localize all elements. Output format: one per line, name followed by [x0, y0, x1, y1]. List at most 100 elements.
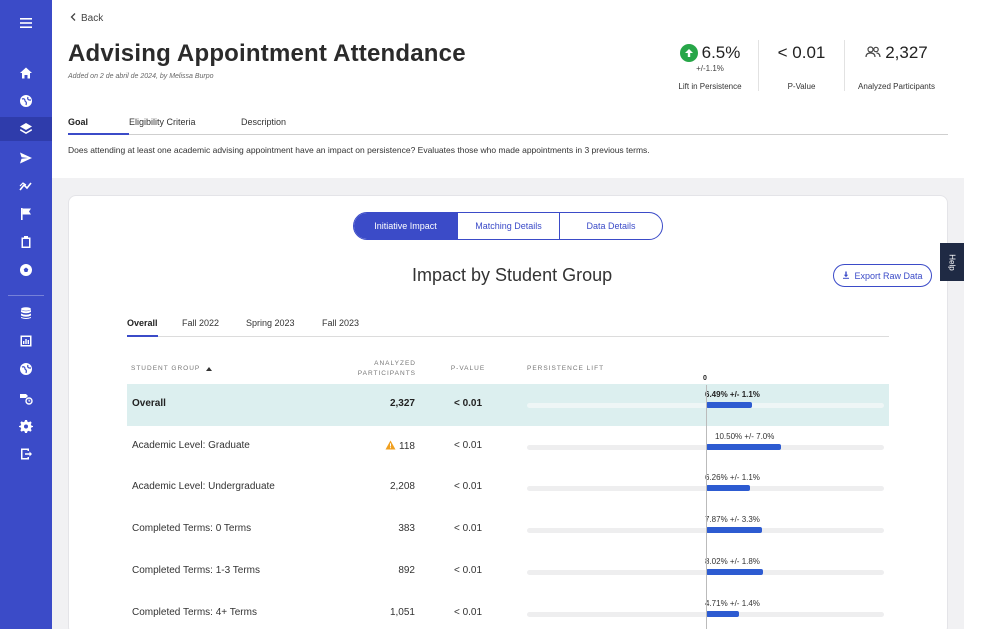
participants-header: Analyzed Participants — [357, 360, 416, 377]
page-subtitle: Added on 2 de abril de 2024, by Melissa … — [68, 73, 214, 80]
student-group-cell: Academic Level: Undergraduate — [132, 481, 275, 493]
table-row[interactable]: Academic Level: Undergraduate 2,208 < 0.01… — [127, 467, 889, 509]
table-row[interactable]: Completed Terms: 0 Terms 383 < 0.01 7.87% +… — [127, 509, 889, 551]
pvalue-cell: < 0.01 — [453, 398, 483, 409]
participants-cell: 383 — [398, 523, 415, 534]
participants-cell: 118 — [385, 440, 415, 453]
student-group-cell: Academic Level: Graduate — [132, 439, 250, 451]
trend-icon[interactable] — [0, 174, 52, 198]
sort-ascending-icon — [206, 367, 213, 371]
detail-tabs: Goal Eligibility Criteria Description — [68, 114, 948, 135]
lift-stat: 6.5% +/-1.1% Lift in Persistence — [662, 40, 758, 91]
lift-label: 8.02% +/- 1.8% — [705, 556, 760, 566]
term-tab-fall-2022[interactable]: Fall 2022 — [182, 318, 220, 328]
logout-icon[interactable] — [0, 442, 52, 466]
term-tabs: Overall Fall 2022 Spring 2023 Fall 2023 — [127, 316, 889, 337]
participants-value: 892 — [398, 564, 415, 576]
globe-icon[interactable] — [0, 89, 52, 113]
menu-icon[interactable] — [0, 11, 52, 35]
initiative-impact-button[interactable]: Initiative Impact — [354, 213, 457, 239]
help-label: Help — [947, 253, 957, 271]
pvalue-cell: < 0.01 — [453, 564, 483, 576]
table-row[interactable]: Completed Terms: 4+ Terms 1,051 < 0.01 4.71… — [127, 593, 889, 629]
student-group-cell: Completed Terms: 1-3 Terms — [132, 564, 261, 576]
export-label: Export Raw Data — [854, 270, 923, 281]
lift-bar — [706, 443, 781, 450]
people-icon — [865, 43, 881, 63]
chevron-left-icon — [70, 13, 76, 24]
flag-icon[interactable] — [0, 202, 52, 226]
participants-stat: 2,327 Analyzed Participants — [844, 40, 948, 91]
chart-box-icon[interactable] — [0, 329, 52, 353]
lift-label: 7.87% +/- 3.3% — [705, 515, 760, 525]
lift-track — [527, 528, 884, 534]
persistence-lift-header: Persistence Lift — [527, 365, 605, 372]
lift-label: 6.49% +/- 1.1% — [705, 390, 760, 399]
lift-track — [527, 444, 884, 450]
pvalue-cell: < 0.01 — [453, 481, 483, 493]
lift-bar — [706, 485, 751, 492]
participants-value: 2,208 — [389, 481, 415, 493]
lift-track — [527, 486, 884, 492]
warning-icon[interactable] — [385, 440, 396, 453]
table-row[interactable]: Completed Terms: 1-3 Terms 892 < 0.01 8.02%… — [127, 551, 889, 593]
page-title: Advising Appointment Attendance — [68, 40, 466, 67]
tab-eligibility-criteria[interactable]: Eligibility Criteria — [129, 117, 196, 127]
back-label: Back — [81, 13, 104, 24]
pvalue-header: P-Value — [450, 365, 486, 372]
export-raw-data-button[interactable]: Export Raw Data — [833, 264, 932, 287]
participants-value: 118 — [399, 440, 415, 452]
lift-label: 6.26% +/- 1.1% — [705, 473, 760, 483]
pvalue-cell: < 0.01 — [453, 606, 483, 618]
send-icon[interactable] — [0, 146, 52, 170]
participants-cell: 2,208 — [390, 481, 415, 492]
participants-cell: 892 — [398, 565, 415, 576]
participants-value: 2,327 — [389, 398, 415, 409]
lift-track — [527, 611, 884, 617]
table-row[interactable]: Academic Level: Graduate 118 < 0.01 10.50% … — [127, 426, 889, 468]
term-tab-spring-2023[interactable]: Spring 2023 — [246, 318, 295, 328]
download-icon — [842, 271, 850, 281]
layers-icon[interactable] — [0, 117, 52, 141]
student-group-header[interactable]: Student Group — [131, 364, 213, 374]
pvalue-stat: < 0.01 P-Value — [758, 40, 844, 91]
zero-axis-line — [706, 385, 707, 629]
matching-details-button[interactable]: Matching Details — [457, 213, 559, 239]
home-icon[interactable] — [0, 61, 52, 85]
pvalue-label: P-Value — [787, 82, 816, 91]
student-group-cell: Completed Terms: 4+ Terms — [132, 606, 257, 618]
back-link[interactable]: Back — [70, 13, 103, 24]
lift-bar — [706, 610, 740, 617]
table-row-overall[interactable]: Overall 2,327 < 0.01 6.49% +/- 1.1% — [127, 384, 889, 426]
participants-cell: 1,051 — [390, 607, 415, 618]
lift-label: 4.71% +/- 1.4% — [705, 598, 760, 608]
globe-icon-2[interactable] — [0, 357, 52, 381]
lift-bar — [706, 568, 763, 575]
term-tab-overall[interactable]: Overall — [127, 318, 158, 337]
soccer-icon[interactable] — [0, 258, 52, 282]
tab-goal[interactable]: Goal — [68, 114, 129, 135]
help-tab[interactable]: Help — [940, 243, 964, 281]
lift-bar — [706, 402, 753, 408]
database-icon[interactable] — [0, 301, 52, 325]
lift-label: 10.50% +/- 7.0% — [715, 431, 775, 441]
pvalue-value: < 0.01 — [777, 43, 826, 62]
view-switcher: Initiative Impact Matching Details Data … — [353, 212, 663, 240]
lift-track — [527, 569, 884, 575]
sidebar — [0, 0, 52, 629]
student-group-cell: Completed Terms: 0 Terms — [132, 523, 252, 535]
student-group-cell: Overall — [132, 398, 166, 409]
lift-label: Lift in Persistence — [678, 82, 742, 91]
clipboard-icon[interactable] — [0, 230, 52, 254]
tab-description[interactable]: Description — [241, 117, 287, 127]
goal-text: Does attending at least one academic adv… — [68, 145, 650, 155]
axis-zero-label: 0 — [703, 375, 707, 382]
lift-track — [527, 403, 884, 408]
gear-icon[interactable] — [0, 414, 52, 438]
data-details-button[interactable]: Data Details — [559, 213, 662, 239]
participants-value: 383 — [398, 523, 415, 535]
term-tab-fall-2023[interactable]: Fall 2023 — [322, 318, 360, 328]
pvalue-cell: < 0.01 — [453, 523, 483, 535]
tools-icon[interactable] — [0, 386, 52, 410]
summary-stats: 6.5% +/-1.1% Lift in Persistence < 0.01 … — [662, 40, 948, 91]
